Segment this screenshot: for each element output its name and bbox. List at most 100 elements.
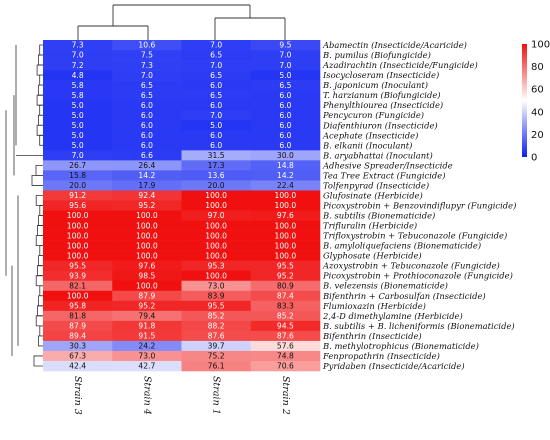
cell-value-label: 7.0 <box>141 71 153 80</box>
heatmap-cell <box>250 240 321 251</box>
heatmap-cell <box>112 210 182 221</box>
heatmap-cell <box>43 320 113 332</box>
cell-value-label: 4.8 <box>72 71 84 80</box>
cell-value-label: 93.9 <box>69 271 86 280</box>
heatmap-cell <box>250 150 321 161</box>
heatmap-cell <box>43 300 113 312</box>
cell-value-label: 31.5 <box>208 151 225 160</box>
row-label: Phenylthiourea (Insecticide) <box>322 100 443 110</box>
heatmap-cell <box>181 320 252 332</box>
cell-value-label: 91.2 <box>69 191 86 200</box>
row-label: Trifluralin (Herbicide) <box>323 221 417 231</box>
heatmap-cell <box>250 120 321 131</box>
heatmap-cell <box>43 110 113 121</box>
heatmap-cell <box>181 190 252 201</box>
heatmap-cell <box>250 110 321 121</box>
cell-value-label: 83.9 <box>208 291 225 300</box>
cell-value-label: 7.0 <box>210 41 222 50</box>
cell-value-label: 81.8 <box>69 312 86 321</box>
heatmap-cell <box>181 240 252 251</box>
colorbar: 0 20 40 60 80 100 <box>522 40 550 164</box>
cell-value-label: 5.0 <box>72 141 84 150</box>
heatmap-cell <box>112 220 182 231</box>
cell-value-label: 26.4 <box>138 161 155 170</box>
heatmap-cell <box>43 240 113 251</box>
heatmap-cell <box>112 250 182 261</box>
cell-value-label: 73.0 <box>208 281 225 290</box>
heatmap-cell <box>250 60 321 71</box>
heatmap-cell <box>43 170 113 181</box>
cell-value-label: 100.0 <box>205 231 227 240</box>
heatmap-cell <box>43 50 113 61</box>
heatmap-cell <box>112 80 182 91</box>
cell-value-label: 7.0 <box>72 151 84 160</box>
cell-value-label: 100.0 <box>67 211 89 220</box>
heatmap-cell <box>43 120 113 131</box>
column-dendrogram <box>77 4 286 40</box>
heatmap-cell <box>112 40 182 51</box>
cell-value-label: 6.5 <box>279 81 291 90</box>
cell-value-label: 87.6 <box>208 332 225 341</box>
heatmap-cell <box>181 330 252 342</box>
cell-value-label: 7.0 <box>210 61 222 70</box>
row-label: B. elkanii (Inoculant) <box>322 140 412 150</box>
cell-value-label: 5.0 <box>72 101 84 110</box>
cell-value-label: 20.0 <box>208 181 225 190</box>
cell-value-label: 6.0 <box>279 91 291 100</box>
cell-value-label: 5.0 <box>72 111 84 120</box>
cell-value-label: 100.0 <box>275 241 297 250</box>
cell-value-label: 39.7 <box>208 342 225 351</box>
cell-value-label: 100.0 <box>275 201 297 210</box>
heatmap-cell <box>181 110 252 121</box>
heatmap-cell <box>43 40 113 51</box>
cell-value-label: 7.0 <box>279 51 291 60</box>
heatmap-cell <box>181 130 252 141</box>
cell-value-label: 100.0 <box>67 241 89 250</box>
cell-value-label: 100.0 <box>67 291 89 300</box>
heatmap-cell <box>250 300 321 312</box>
heatmap-cell <box>181 250 252 261</box>
heatmap-cell <box>250 270 321 282</box>
cell-value-label: 30.0 <box>277 151 294 160</box>
cell-value-label: 100.0 <box>205 271 227 280</box>
cell-value-label: 6.0 <box>210 101 222 110</box>
row-label: 2,4-D dimethylamine (Herbicide) <box>322 311 463 321</box>
heatmap-cell <box>250 190 321 201</box>
heatmap-cell <box>250 170 321 181</box>
colorbar-tick-label: 40 <box>531 107 544 118</box>
cell-value-label: 14.2 <box>277 171 294 180</box>
cell-value-label: 5.0 <box>72 121 84 130</box>
cell-value-label: 100.0 <box>275 221 297 230</box>
cell-value-label: 97.6 <box>277 211 294 220</box>
cell-value-label: 76.1 <box>208 362 225 371</box>
cell-value-label: 74.8 <box>277 352 294 361</box>
heatmap-cell <box>250 100 321 111</box>
heatmap-cell <box>112 230 182 241</box>
heatmap-cell <box>112 160 182 171</box>
heatmap-cell <box>43 350 113 362</box>
cell-value-label: 6.5 <box>141 81 153 90</box>
row-label: Picoxystrobin + Prothioconazole (Fungici… <box>322 271 513 281</box>
cell-value-label: 5.0 <box>210 121 222 130</box>
cell-value-label: 30.3 <box>69 342 86 351</box>
cell-value-label: 95.5 <box>208 302 225 311</box>
heatmap-cell <box>181 260 252 271</box>
heatmap-cell <box>112 180 182 191</box>
row-label: Pyridaben (Insecticide/Acaricide) <box>322 361 465 371</box>
heatmap-cell <box>43 90 113 101</box>
cell-value-label: 26.7 <box>69 161 86 170</box>
row-label: Diafenthiuron (Insecticide) <box>322 120 438 130</box>
heatmap-cell <box>250 70 321 81</box>
heatmap-cell <box>112 260 182 271</box>
heatmap-cell <box>43 60 113 71</box>
cell-value-label: 14.8 <box>277 161 294 170</box>
cell-value-label: 95.5 <box>69 261 86 270</box>
cell-value-label: 87.4 <box>277 291 294 300</box>
heatmap-cell <box>181 230 252 241</box>
colorbar-tick-label: 80 <box>531 62 544 73</box>
heatmap-cell <box>112 60 182 71</box>
cell-value-label: 100.0 <box>275 231 297 240</box>
heatmap-cell <box>43 220 113 231</box>
cell-value-label: 100.0 <box>136 211 158 220</box>
cell-value-label: 6.0 <box>141 101 153 110</box>
